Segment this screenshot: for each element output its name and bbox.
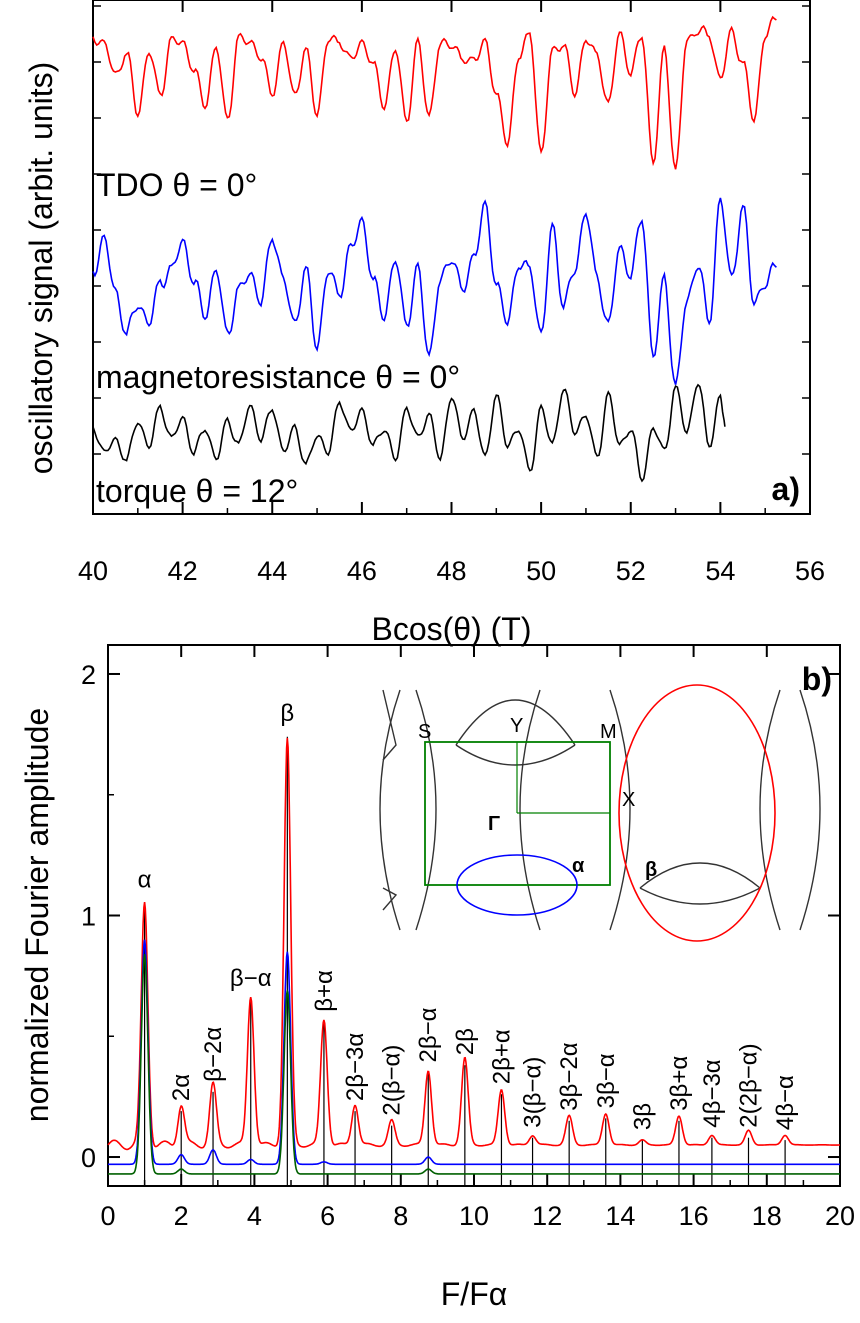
fermi-sheet bbox=[455, 744, 576, 766]
y-tick-label-b: 0 bbox=[81, 1143, 96, 1173]
peak-label: β−α bbox=[230, 965, 272, 992]
inset-label-s: S bbox=[418, 721, 431, 743]
x-tick-label-b: 4 bbox=[247, 1201, 262, 1231]
peak-label: 2β−3α bbox=[342, 1033, 369, 1102]
fermi-sheet bbox=[759, 689, 781, 931]
x-tick-label-b: 14 bbox=[605, 1201, 635, 1231]
peak-label: 2(2β−α) bbox=[736, 1043, 763, 1127]
x-tick-label-a: 42 bbox=[168, 556, 198, 586]
plot-frame-a bbox=[92, 0, 811, 515]
series-line-a bbox=[92, 197, 777, 385]
spectrum-line bbox=[108, 953, 840, 1175]
inset-label-gamma: Γ bbox=[488, 813, 500, 835]
spectrum-line bbox=[108, 939, 840, 1166]
plot-frame-b bbox=[107, 644, 841, 1187]
x-tick-label-b: 12 bbox=[532, 1201, 562, 1231]
inset-label-y: Y bbox=[510, 715, 523, 737]
series-label-torque: torque θ = 12° bbox=[96, 473, 298, 509]
fermi-surface-inset: S Y M X Γα β bbox=[379, 684, 821, 942]
inset-label-m: M bbox=[600, 721, 617, 743]
spectrum-line bbox=[107, 737, 840, 1151]
peak-label: 3β+α bbox=[666, 1056, 693, 1111]
panel-label-a: a) bbox=[772, 471, 800, 507]
inset-label-alpha: α bbox=[572, 855, 585, 877]
fermi-sheet bbox=[799, 689, 821, 931]
fermi-sheet bbox=[415, 689, 437, 931]
fermi-sheet bbox=[455, 699, 576, 746]
peak-label: β bbox=[280, 700, 294, 727]
x-tick-label-b: 18 bbox=[752, 1201, 782, 1231]
x-axis-label-a: Bcos(θ) (T) bbox=[372, 611, 532, 647]
series-line-a bbox=[92, 383, 726, 483]
y-tick-label-b: 2 bbox=[81, 660, 96, 690]
x-tick-label-a: 54 bbox=[705, 556, 735, 586]
x-tick-label-a: 52 bbox=[616, 556, 646, 586]
fermi-sheet bbox=[519, 689, 541, 931]
fermi-sheet bbox=[639, 887, 761, 905]
x-tick-label-a: 40 bbox=[78, 556, 108, 586]
x-tick-label-b: 20 bbox=[825, 1201, 855, 1231]
peak-label: 3β bbox=[629, 1103, 656, 1130]
fermi-sheet bbox=[639, 862, 761, 889]
peak-label: 2(β−α) bbox=[379, 1045, 406, 1116]
panel-a: 40 42 44 46 48 50 52 54 56 TDO θ = 0° magnetoresis… bbox=[23, 0, 825, 647]
peak-label: β+α bbox=[311, 970, 338, 1012]
series-label-mr: magnetoresistance θ = 0° bbox=[96, 359, 460, 395]
peak-label: β−2α bbox=[200, 1027, 227, 1082]
x-tick-label-a: 46 bbox=[347, 556, 377, 586]
peak-label: 2β bbox=[452, 1028, 479, 1055]
beta-orbit bbox=[618, 684, 776, 942]
x-tick-label-b: 16 bbox=[679, 1201, 709, 1231]
x-tick-label-a: 48 bbox=[436, 556, 466, 586]
alpha-orbit bbox=[456, 854, 578, 916]
y-axis-label-a: oscillatory signal (arbit. units) bbox=[23, 62, 59, 475]
panel-label-b: b) bbox=[802, 661, 832, 697]
fermi-sheet bbox=[379, 689, 401, 931]
x-tick-label-a: 50 bbox=[526, 556, 556, 586]
fermi-sheet bbox=[609, 689, 631, 931]
inset-label-beta: β bbox=[645, 859, 657, 881]
peak-label: 3β−α bbox=[593, 1053, 620, 1108]
peak-label: 4β−3α bbox=[699, 1059, 726, 1128]
peak-label: 3(β−α) bbox=[520, 1057, 547, 1128]
x-tick-label-a: 44 bbox=[257, 556, 287, 586]
x-tick-label-b: 2 bbox=[174, 1201, 189, 1231]
x-tick-label-b: 0 bbox=[100, 1201, 115, 1231]
peak-label: 2α bbox=[168, 1074, 195, 1101]
x-tick-label-b: 8 bbox=[393, 1201, 408, 1231]
x-tick-label-b: 10 bbox=[459, 1201, 489, 1231]
fermi-sheet bbox=[382, 887, 398, 911]
series-label-tdo: TDO θ = 0° bbox=[96, 167, 257, 203]
peak-label: 3β−2α bbox=[556, 1042, 583, 1111]
fermi-sheet bbox=[382, 689, 397, 761]
x-axis-label-b: F/Fα bbox=[441, 1276, 507, 1312]
y-axis-label-b: normalized Fourier amplitude bbox=[19, 708, 55, 1122]
peak-label: α bbox=[138, 866, 152, 893]
inset-label-x: X bbox=[622, 789, 635, 811]
x-tick-label-a: 56 bbox=[795, 556, 825, 586]
x-tick-label-b: 6 bbox=[320, 1201, 335, 1231]
peak-label: 2β−α bbox=[415, 1007, 442, 1062]
peak-label: 4β−α bbox=[772, 1075, 799, 1130]
peak-label: 2β+α bbox=[488, 1029, 515, 1084]
y-tick-label-b: 1 bbox=[81, 902, 96, 932]
series-line-a bbox=[92, 15, 777, 170]
